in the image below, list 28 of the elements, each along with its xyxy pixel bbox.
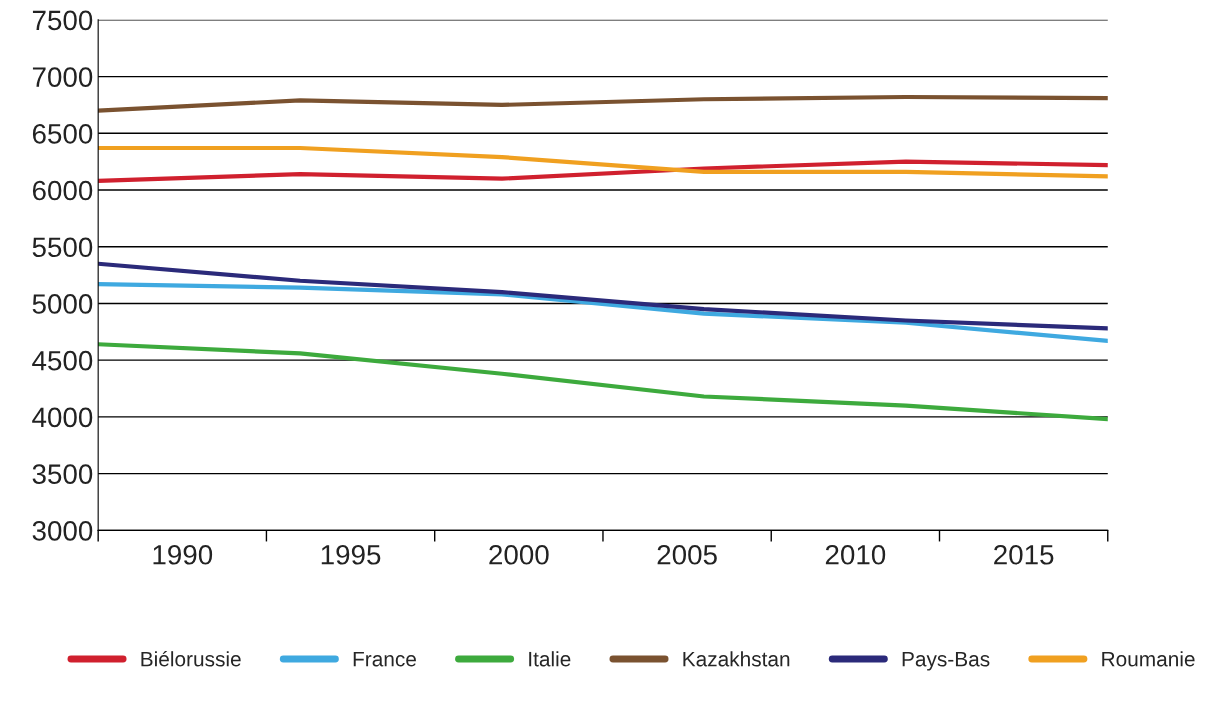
legend-label: Pays-Bas: [902, 651, 990, 671]
y-tick-label: 6500: [32, 123, 93, 144]
legend-label: Biélorussie: [141, 650, 241, 667]
y-tick-label: 5000: [32, 294, 93, 314]
y-tick-label: 3500: [32, 464, 93, 484]
y-tick-label: 7000: [32, 67, 93, 87]
y-tick-label: 4000: [32, 407, 93, 428]
x-tick-label: 2000: [489, 544, 549, 565]
x-tick-label: 1995: [321, 544, 381, 565]
line-series: [98, 261, 1108, 331]
x-tick-label: 2010: [825, 544, 886, 565]
y-tick-label: 4500: [32, 350, 93, 371]
y-tick-label: 6000: [32, 180, 93, 201]
line-series: [98, 282, 1108, 343]
line-series: [98, 342, 1108, 422]
y-tick-label: 3000: [32, 521, 93, 541]
x-tick-label: 1990: [153, 544, 213, 565]
line-series: [98, 145, 1108, 179]
y-tick-label: 7500: [32, 10, 93, 31]
line-series: [98, 94, 1108, 113]
line-series: [98, 159, 1108, 184]
y-tick-label: 5500: [32, 237, 93, 258]
legend-label: France: [353, 651, 416, 667]
x-tick-label: 2005: [657, 544, 717, 565]
legend-label: Kazakhstan: [683, 651, 790, 667]
legend-label: Roumanie: [1102, 651, 1195, 667]
x-tick-label: 2015: [994, 544, 1054, 565]
legend-label: Italie: [529, 651, 571, 667]
